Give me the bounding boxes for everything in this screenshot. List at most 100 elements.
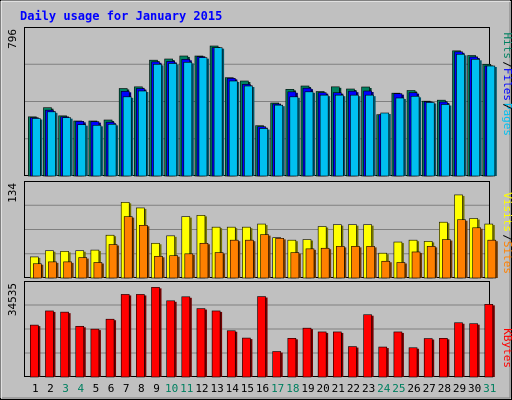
- bar-kbytes-day-26: [408, 347, 420, 378]
- bar-sites-day-21: [335, 246, 347, 279]
- bar-sites-day-29: [457, 219, 468, 279]
- x-tick-label-6: 6: [108, 382, 115, 395]
- bar-face: [442, 239, 451, 279]
- bar-face: [441, 104, 450, 177]
- bar-face: [305, 248, 315, 279]
- bar-face: [334, 94, 344, 177]
- x-tick-label-27: 27: [423, 382, 436, 395]
- bar-face: [260, 234, 269, 279]
- bar-pages-day-5: [92, 125, 103, 177]
- bar-sites-day-6: [108, 244, 120, 279]
- x-tick-label-2: 2: [47, 382, 54, 395]
- bar-pages-day-19: [304, 91, 315, 177]
- legend-kbytes: KBytes: [501, 328, 512, 368]
- bar-sites-day-30: [472, 227, 483, 279]
- bar-pages-day-8: [138, 90, 149, 177]
- bar-sites-day-14: [229, 239, 241, 279]
- bar-face: [63, 261, 72, 279]
- bar-face: [139, 225, 148, 279]
- bar-face: [154, 255, 163, 279]
- bar-face: [408, 347, 418, 378]
- bar-pages-day-30: [471, 59, 482, 177]
- chart-panels: 796 134 34535: [6, 27, 498, 378]
- bar-sites-day-7: [123, 216, 135, 279]
- bar-face: [169, 255, 178, 279]
- x-tick-label-29: 29: [453, 382, 466, 395]
- bar-face: [92, 125, 102, 177]
- bar-face: [351, 246, 360, 279]
- bar-pages-day-10: [168, 63, 179, 177]
- bar-kbytes-day-8: [136, 294, 147, 378]
- bar-face: [350, 94, 359, 177]
- bar-kbytes-day-23: [363, 314, 374, 378]
- bar-face: [75, 325, 85, 378]
- y-tick-label-hits-files-pages: 796: [6, 29, 19, 49]
- panel-hits-files-pages: 796: [6, 27, 497, 177]
- bar-pages-day-6: [107, 124, 119, 177]
- bar-face: [425, 102, 435, 177]
- bar-sites-day-1: [32, 263, 44, 279]
- bar-face: [77, 124, 87, 177]
- bar-pages-day-26: [410, 96, 422, 177]
- bar-face: [487, 239, 497, 279]
- bar-face: [471, 59, 480, 177]
- bar-face: [136, 294, 145, 378]
- bar-face: [484, 304, 494, 378]
- bar-face: [486, 65, 496, 177]
- bar-sites-day-23: [366, 246, 377, 279]
- bar-face: [393, 331, 403, 378]
- x-tick-label-31: 31: [483, 382, 496, 395]
- bar-sites-day-20: [320, 247, 332, 279]
- bar-face: [29, 324, 39, 378]
- bar-kbytes-day-17: [272, 351, 283, 378]
- x-tick-label-16: 16: [256, 382, 269, 395]
- bar-face: [469, 323, 478, 378]
- bar-face: [211, 310, 221, 378]
- bar-sites-day-10: [169, 255, 180, 279]
- bar-pages-day-13: [213, 47, 225, 177]
- bar-kbytes-day-11: [181, 296, 192, 378]
- bar-pages-day-18: [289, 96, 300, 177]
- bar-face: [289, 96, 299, 177]
- bar-face: [319, 94, 329, 177]
- bar-face: [456, 54, 465, 177]
- x-axis-labels: 1 2 3 4 5 6 7 8 9 10 11 12 13 14 15 16 17 18 19 20 21 22 23 24 2…: [32, 382, 496, 395]
- bar-kbytes-day-10: [166, 300, 177, 378]
- bar-face: [423, 338, 433, 378]
- chart-title: Daily usage for January 2015: [20, 9, 222, 23]
- bar-face: [123, 216, 133, 279]
- legend-pages: Pages: [501, 103, 512, 136]
- x-tick-label-11: 11: [180, 382, 193, 395]
- bar-face: [454, 322, 463, 378]
- bar-pages-day-14: [228, 80, 240, 177]
- legend-separator-2: /: [501, 61, 512, 68]
- series-kbytes: [29, 287, 495, 378]
- bar-kbytes-day-30: [469, 323, 480, 378]
- bar-kbytes-day-24: [378, 346, 389, 378]
- bar-face: [168, 63, 177, 177]
- bar-face: [378, 346, 388, 378]
- bar-face: [274, 104, 284, 177]
- bar-face: [78, 257, 88, 279]
- bar-face: [290, 252, 300, 279]
- bar-face: [151, 287, 160, 378]
- x-tick-label-26: 26: [407, 382, 420, 395]
- bar-pages-day-31: [486, 65, 497, 177]
- bar-face: [105, 318, 115, 378]
- x-tick-label-17: 17: [271, 382, 284, 395]
- bar-pages-day-29: [456, 54, 467, 177]
- bar-face: [181, 296, 191, 378]
- bar-face: [31, 118, 41, 177]
- bar-sites-day-13: [214, 252, 226, 279]
- bar-kbytes-day-31: [484, 304, 495, 378]
- x-tick-label-18: 18: [286, 382, 299, 395]
- x-tick-label-1: 1: [32, 382, 39, 395]
- x-tick-label-3: 3: [62, 382, 69, 395]
- bar-kbytes-day-1: [29, 324, 41, 378]
- bar-kbytes-day-6: [105, 318, 117, 378]
- bar-face: [317, 331, 327, 378]
- bar-kbytes-day-3: [60, 311, 71, 378]
- legend-hits: Hits: [501, 33, 512, 60]
- bar-kbytes-day-28: [439, 338, 450, 378]
- x-tick-label-8: 8: [138, 382, 145, 395]
